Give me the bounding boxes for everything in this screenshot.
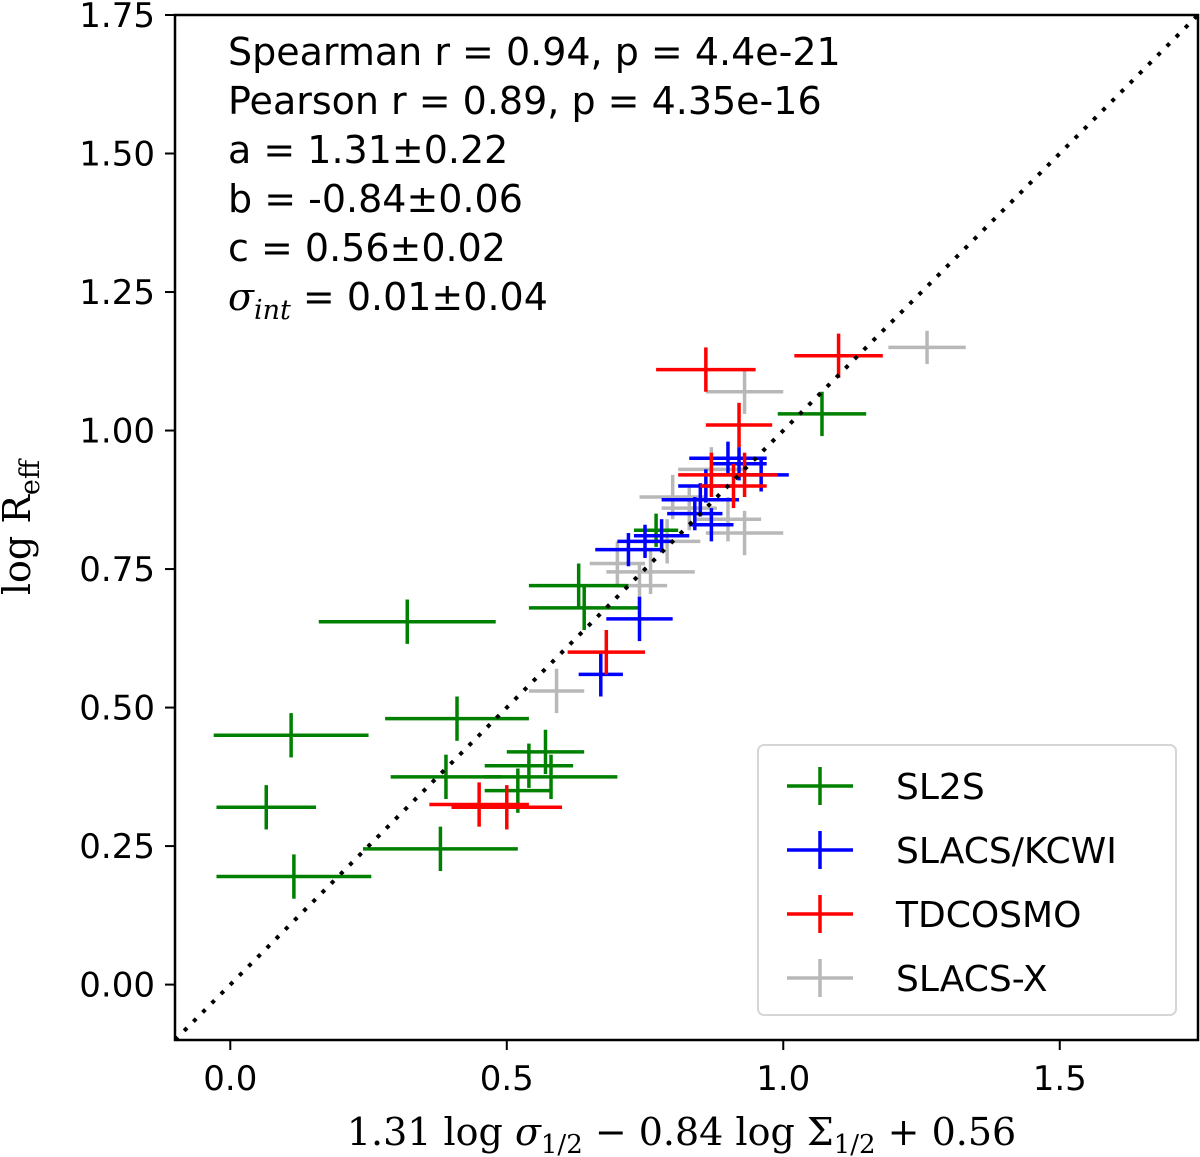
- point-tdcosmo-1: [656, 347, 756, 392]
- point-sl2s-3: [318, 599, 496, 644]
- point-slacs-x-0: [888, 330, 966, 365]
- point-sl2s-5: [213, 713, 369, 758]
- annotation-line-1: Pearson r = 0.89, p = 4.35e-16: [228, 79, 822, 123]
- y-axis-label: log Reff: [0, 458, 46, 595]
- point-sl2s-7: [484, 743, 574, 788]
- point-tdcosmo-2: [705, 402, 773, 448]
- point-slacs-x-6: [705, 510, 784, 556]
- legend-label: TDCOSMO: [895, 895, 1081, 936]
- point-sl2s-8: [390, 754, 502, 799]
- legend-entry-slacs-x: SLACS-X: [787, 959, 1048, 1000]
- plot-frame: [173, 13, 1200, 1042]
- point-slacs-kcwi-7: [633, 519, 690, 553]
- annotation-line-2: a = 1.31±0.22: [228, 128, 508, 172]
- x-tick-label: 0.0: [203, 1059, 257, 1099]
- point-sl2s-4: [385, 696, 529, 741]
- legend-label: SLACS-X: [896, 959, 1048, 1000]
- y-tick-label: 0.50: [79, 689, 155, 729]
- annotation-line-4: c = 0.56±0.02: [228, 226, 506, 270]
- y-tick-label: 1.00: [79, 412, 155, 452]
- stats-annotations: Spearman r = 0.94, p = 4.4e-21 Pearson r …: [228, 30, 841, 326]
- point-sl2s-11: [216, 785, 317, 830]
- point-tdcosmo-8: [451, 785, 563, 830]
- legend-label: SLACS/KCWI: [896, 831, 1117, 872]
- y-tick-label: 0.00: [79, 966, 155, 1006]
- y-tick-label: 0.75: [79, 550, 155, 590]
- point-slacs-x-11: [528, 668, 585, 714]
- legend-entry-sl2s: SL2S: [787, 767, 985, 808]
- annotation-line-5: σint = 0.01±0.04: [228, 275, 548, 326]
- point-slacs-kcwi-6: [689, 508, 734, 542]
- legend-entry-slacs-kcwi: SLACS/KCWI: [787, 831, 1117, 872]
- point-tdcosmo-0: [794, 333, 883, 378]
- point-slacs-x-1: [705, 369, 784, 414]
- point-slacs-kcwi-11: [578, 652, 623, 697]
- y-tick-label: 0.25: [79, 827, 155, 867]
- y-tick-label: 1.25: [79, 273, 155, 313]
- x-tick-label: 1.5: [1033, 1059, 1087, 1099]
- point-slacs-kcwi-8: [617, 524, 673, 558]
- legend-box: [757, 744, 1177, 1016]
- legend: SL2S SLACS/KCWI TDCOSMO SLACS-X: [757, 744, 1177, 1016]
- y-axis: 0.00 0.25 0.50 0.75 1.00 1.25 1.50 1.75: [79, 0, 175, 1006]
- point-slacs-kcwi-4: [661, 483, 740, 517]
- annotation-line-0: Spearman r = 0.94, p = 4.4e-21: [228, 30, 841, 74]
- x-axis-label: 1.31 log σ1/2 − 0.84 log Σ1/2 + 0.56: [347, 1110, 1016, 1157]
- point-tdcosmo-7: [429, 782, 529, 827]
- legend-entry-tdcosmo: TDCOSMO: [787, 895, 1081, 936]
- point-slacs-kcwi-9: [595, 533, 662, 567]
- point-sl2s-12: [363, 826, 518, 872]
- y-tick-label: 1.75: [79, 0, 155, 36]
- x-tick-label: 0.5: [480, 1059, 534, 1099]
- point-sl2s-1: [528, 563, 629, 608]
- annotation-line-3: b = -0.84±0.06: [228, 177, 523, 221]
- point-tdcosmo-5: [700, 463, 767, 509]
- point-tdcosmo-6: [567, 630, 646, 675]
- data-points-layer: [213, 330, 966, 899]
- x-axis: 0.0 0.5 1.0 1.5: [203, 1040, 1087, 1099]
- point-sl2s-2: [528, 585, 640, 630]
- x-tick-label: 1.0: [756, 1059, 810, 1099]
- legend-label: SL2S: [896, 767, 985, 808]
- point-slacs-kcwi-10: [606, 596, 673, 642]
- point-sl2s-13: [216, 854, 372, 899]
- y-tick-label: 1.50: [79, 135, 155, 175]
- point-sl2s-0: [777, 391, 867, 437]
